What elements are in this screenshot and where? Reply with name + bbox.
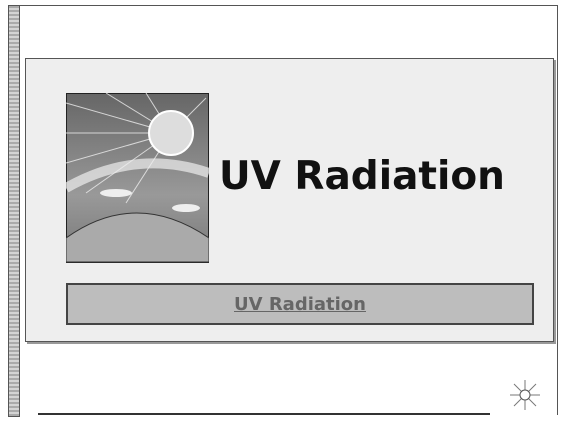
page: UV Radiation UV Radiation (() => { const… bbox=[0, 0, 563, 423]
border bbox=[38, 413, 490, 415]
border bbox=[18, 5, 558, 6]
slide-panel: UV Radiation UV Radiation bbox=[25, 58, 554, 342]
border bbox=[557, 5, 558, 415]
link[interactable]: UV Radiation bbox=[234, 294, 366, 315]
side-strip bbox=[8, 5, 20, 417]
link-bar: UV Radiation bbox=[66, 283, 534, 325]
starburst-icon bbox=[508, 378, 542, 412]
slide-title: UV Radiation bbox=[219, 154, 505, 199]
ozone-image bbox=[66, 93, 209, 263]
